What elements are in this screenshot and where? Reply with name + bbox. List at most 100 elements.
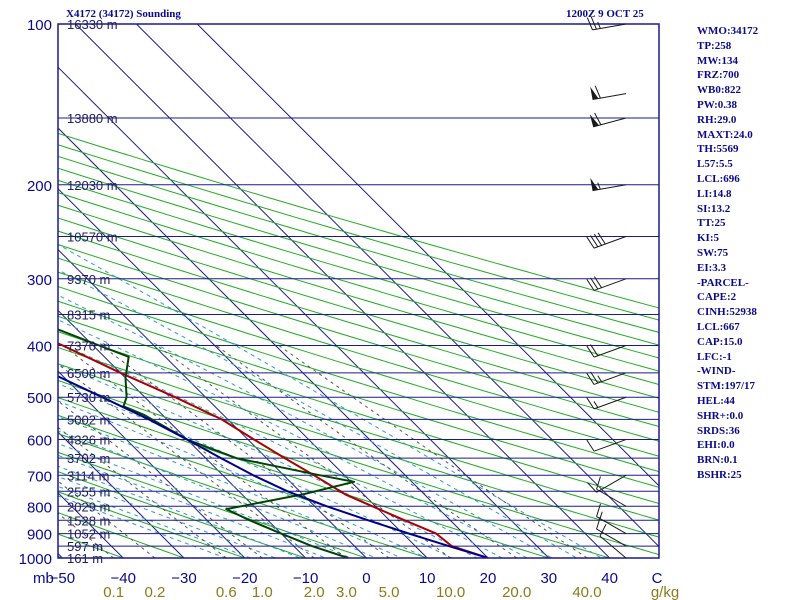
wind-barb (586, 396, 627, 410)
index-item: CAP:15.0 (697, 335, 743, 348)
dry-adiabat (58, 300, 659, 488)
wind-barb (590, 177, 627, 192)
mixing-ratio-label: 0.6 (216, 584, 237, 600)
index-item: LFC:-1 (697, 350, 732, 363)
mixing-ratio-label: 0.1 (103, 584, 124, 600)
temperature-tick-label: −20 (232, 570, 257, 587)
barb-shaft (593, 345, 627, 358)
pressure-tick-label: 100 (27, 17, 52, 34)
mixing-ratio-label: 0.2 (144, 584, 165, 600)
moist-adiabat (58, 430, 378, 558)
moist-adiabat (58, 400, 428, 558)
barb-full (597, 232, 606, 245)
barb-full (586, 278, 595, 291)
isotherm-line (58, 431, 185, 558)
wind-barb (586, 232, 627, 249)
wind-barb (599, 524, 627, 559)
isotherm-line (75, 24, 610, 558)
height-label: 9370 m (67, 272, 110, 287)
height-label: 5730 m (67, 390, 110, 405)
plot-frame (57, 23, 660, 559)
index-item: BRN:0.1 (697, 454, 738, 467)
barb-full (586, 345, 595, 358)
height-label: 13880 m (67, 111, 118, 126)
isotherm-line (58, 188, 428, 558)
dry-adiabat (58, 132, 659, 309)
barb-half (597, 182, 601, 190)
temperature-tick-label: 10 (419, 570, 436, 587)
barb-full (586, 397, 595, 410)
mixing-ratio-label: 40.0 (572, 584, 601, 600)
temperature-tick-label: 0 (362, 570, 370, 587)
mixing-ratio-label: 2.0 (304, 584, 325, 600)
plot-border (57, 23, 660, 559)
index-item: HEL:44 (697, 394, 735, 407)
temperature-tick-label: 20 (480, 570, 497, 587)
barb-half (597, 21, 601, 29)
isotherm-line (58, 309, 306, 558)
dry-adiabat (58, 363, 659, 556)
barb-full (586, 372, 595, 385)
station-title: X4172 (34172) Sounding (66, 8, 181, 20)
mixing-ratio-line (278, 345, 588, 558)
height-label: 3702 m (67, 451, 110, 466)
dry-adiabat (58, 286, 659, 473)
barb-full (596, 476, 601, 490)
mixing-ratio-line (156, 345, 451, 558)
height-label: 1528 m (67, 513, 110, 528)
dry-adiabat (58, 331, 659, 521)
index-item: RH:29.0 (697, 113, 737, 126)
observation-time: 1200Z 9 OCT 25 (566, 8, 644, 20)
dry-adiabat (58, 217, 659, 399)
barb-full (593, 276, 602, 288)
temperature-unit-label: C (652, 570, 663, 587)
mixing-ratio-label: 10.0 (436, 584, 465, 600)
barb-full (590, 344, 599, 357)
height-label: 2029 m (67, 499, 110, 514)
barb-shaft (592, 93, 627, 100)
barb-full (590, 16, 597, 30)
index-item: L57:5.5 (697, 158, 733, 171)
barb-shaft (599, 535, 627, 559)
dry-adiabat (58, 379, 612, 558)
dry-adiabat (58, 192, 659, 372)
index-item: KI:5 (697, 232, 719, 245)
temperature-tick-label: −40 (110, 570, 135, 587)
wind-barb (596, 516, 627, 547)
height-label: 7370 m (67, 339, 110, 354)
temperature-tick-label: −10 (293, 570, 318, 587)
barb-half (593, 401, 599, 408)
index-item: FRZ:700 (697, 69, 740, 82)
barb-full (586, 236, 595, 249)
index-item: WMO:34172 (697, 25, 759, 37)
height-label: 3114 m (67, 468, 109, 483)
moist-adiabat (58, 243, 603, 558)
moist-adiabat (58, 342, 504, 558)
barb-shaft (592, 23, 627, 31)
height-label: 597 m (67, 539, 103, 554)
temperature-tick-label: −50 (50, 570, 75, 587)
index-item: SI:13.2 (697, 202, 731, 215)
barb-flag (590, 177, 599, 191)
temperature-profile (58, 342, 489, 558)
barb-full (590, 277, 599, 290)
barb-shaft (592, 184, 627, 192)
height-label: 16330 m (67, 17, 118, 32)
moist-adiabat (58, 443, 352, 558)
dry-adiabat (58, 230, 659, 413)
wind-barb (590, 85, 627, 100)
pressure-unit-label: mb (33, 570, 54, 587)
index-item: PW:0.38 (697, 98, 738, 111)
index-item: TH:5569 (697, 143, 739, 156)
background-lines (58, 24, 659, 558)
height-label: 5002 m (67, 412, 110, 427)
dry-adiabat (58, 243, 659, 428)
dry-adiabat (58, 512, 186, 558)
index-item: TT:25 (697, 217, 726, 230)
moist-adiabat (58, 294, 553, 558)
sounding-profiles (58, 328, 489, 558)
height-label: 1052 m (67, 527, 110, 542)
barb-shaft (593, 278, 627, 291)
barb-shaft (593, 439, 627, 452)
